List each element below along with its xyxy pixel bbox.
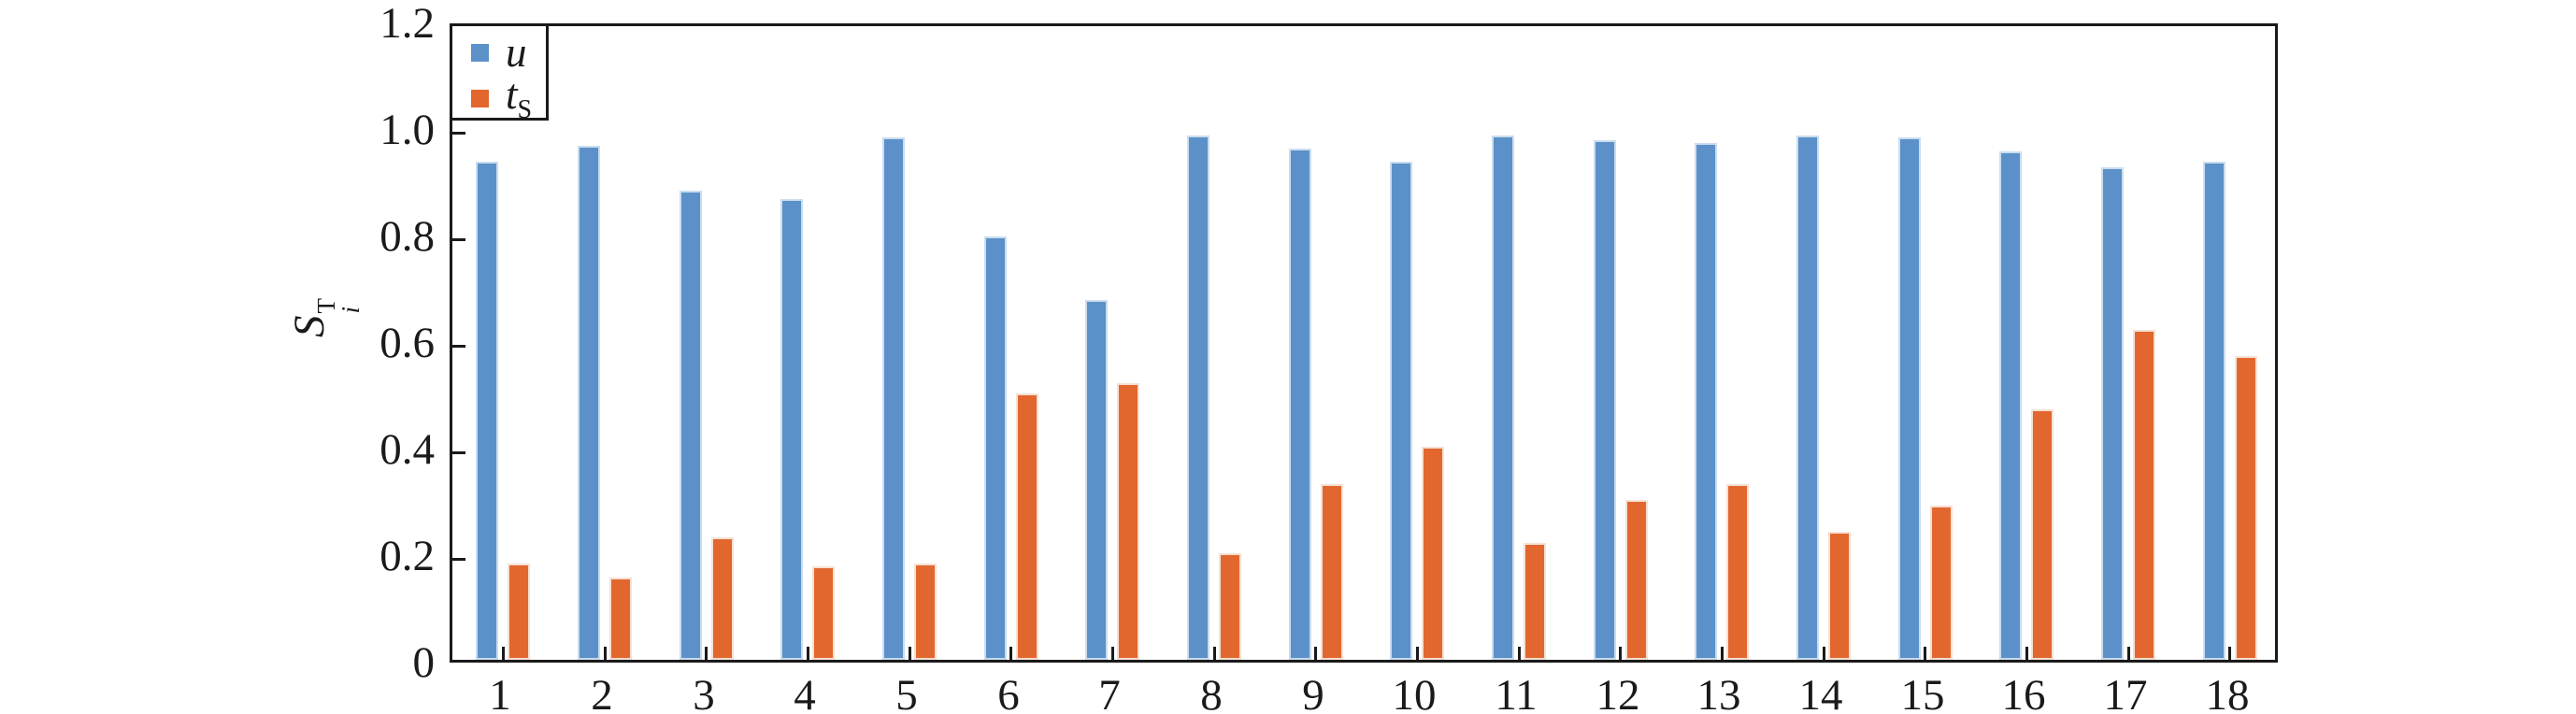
bar-ts-17 (2133, 330, 2155, 660)
plot-area (450, 23, 2278, 663)
x-tick-label-11: 11 (1495, 671, 1538, 714)
bar-ts-13 (1726, 484, 1749, 660)
x-tick-label-7: 7 (1098, 671, 1121, 714)
x-tick-6 (1009, 647, 1012, 660)
x-tick-11 (1518, 647, 1521, 660)
bar-u-17 (2101, 167, 2124, 660)
bar-ts-15 (1930, 506, 1953, 660)
x-tick-label-8: 8 (1200, 671, 1223, 714)
bar-ts-4 (812, 566, 835, 660)
x-tick-label-3: 3 (693, 671, 715, 714)
bar-ts-18 (2235, 356, 2257, 660)
bar-ts-1 (508, 564, 530, 660)
y-axis-title-sup: T (311, 298, 340, 314)
bar-ts-6 (1016, 393, 1038, 660)
bar-ts-16 (2031, 409, 2054, 660)
y-tick-0.2 (452, 558, 465, 561)
legend-label-ts: tS (506, 74, 532, 123)
bar-u-11 (1492, 136, 1514, 660)
x-tick-5 (909, 647, 911, 660)
bar-ts-10 (1422, 447, 1444, 660)
bar-ts-9 (1321, 484, 1343, 660)
x-tick-13 (1721, 647, 1724, 660)
bar-ts-12 (1625, 500, 1648, 660)
bar-ts-5 (914, 564, 937, 660)
x-tick-17 (2127, 647, 2130, 660)
y-tick-0.6 (452, 345, 465, 348)
legend-box: u tS (450, 23, 549, 123)
y-tick-label-0: 0 (412, 638, 436, 687)
x-tick-15 (1924, 647, 1926, 660)
bar-u-10 (1390, 162, 1412, 660)
bar-u-6 (984, 236, 1007, 660)
bar-u-5 (882, 137, 905, 660)
x-tick-label-13: 13 (1696, 671, 1741, 714)
legend-swatch-ts (471, 90, 489, 107)
x-tick-16 (2025, 647, 2028, 660)
legend-label-u-text: u (506, 29, 527, 76)
x-tick-4 (807, 647, 809, 660)
bar-u-15 (1898, 137, 1921, 660)
x-tick-label-10: 10 (1392, 671, 1437, 714)
x-tick-14 (1823, 647, 1825, 660)
legend-label-ts-subscript: S (517, 95, 533, 124)
bar-u-1 (476, 162, 498, 660)
x-tick-8 (1213, 647, 1216, 660)
x-tick-label-1: 1 (489, 671, 511, 714)
x-tick-label-14: 14 (1798, 671, 1843, 714)
x-tick-label-9: 9 (1302, 671, 1324, 714)
x-tick-9 (1314, 647, 1317, 660)
bar-ts-2 (609, 578, 632, 660)
bar-u-14 (1796, 136, 1819, 660)
bar-u-2 (578, 146, 600, 660)
y-tick-label-1.2: 1.2 (379, 0, 435, 48)
x-tick-label-2: 2 (591, 671, 613, 714)
x-tick-7 (1111, 647, 1114, 660)
x-tick-label-17: 17 (2103, 671, 2148, 714)
x-tick-2 (604, 647, 607, 660)
x-tick-label-15: 15 (1900, 671, 1945, 714)
bar-ts-14 (1828, 532, 1851, 660)
x-tick-12 (1619, 647, 1622, 660)
y-tick-label-0.4: 0.4 (379, 425, 435, 474)
bar-u-4 (780, 199, 803, 660)
bar-u-3 (680, 191, 702, 660)
legend-label-ts-text: t (506, 71, 518, 118)
y-tick-label-0.8: 0.8 (379, 212, 435, 261)
legend-label-u: u (506, 32, 527, 74)
y-tick-1.0 (452, 132, 465, 135)
bar-u-16 (1999, 151, 2022, 660)
x-tick-label-5: 5 (895, 671, 918, 714)
legend-swatch-u (471, 44, 489, 62)
x-tick-label-4: 4 (794, 671, 816, 714)
bar-ts-11 (1524, 543, 1546, 660)
bar-ts-3 (711, 537, 734, 660)
bar-u-13 (1695, 143, 1717, 660)
bar-u-18 (2203, 162, 2225, 660)
x-tick-1 (502, 647, 505, 660)
x-tick-label-6: 6 (997, 671, 1020, 714)
legend-item-ts: tS (471, 74, 537, 123)
y-tick-0.8 (452, 238, 465, 241)
bar-u-12 (1594, 140, 1616, 660)
x-tick-18 (2228, 647, 2231, 660)
y-axis-title-sub: i (336, 306, 365, 314)
bar-u-9 (1289, 149, 1311, 660)
x-tick-3 (705, 647, 708, 660)
y-tick-0.4 (452, 451, 465, 454)
y-tick-label-0.6: 0.6 (379, 319, 435, 367)
x-tick-label-12: 12 (1596, 671, 1640, 714)
legend-item-u: u (471, 32, 537, 74)
bar-u-7 (1085, 300, 1108, 660)
bar-ts-8 (1219, 553, 1241, 660)
x-tick-label-16: 16 (2001, 671, 2046, 714)
x-tick-label-18: 18 (2205, 671, 2250, 714)
y-tick-label-1.0: 1.0 (379, 106, 435, 154)
x-tick-10 (1416, 647, 1419, 660)
bar-ts-7 (1117, 383, 1139, 660)
y-tick-label-0.2: 0.2 (379, 532, 435, 580)
bar-u-8 (1187, 136, 1209, 660)
